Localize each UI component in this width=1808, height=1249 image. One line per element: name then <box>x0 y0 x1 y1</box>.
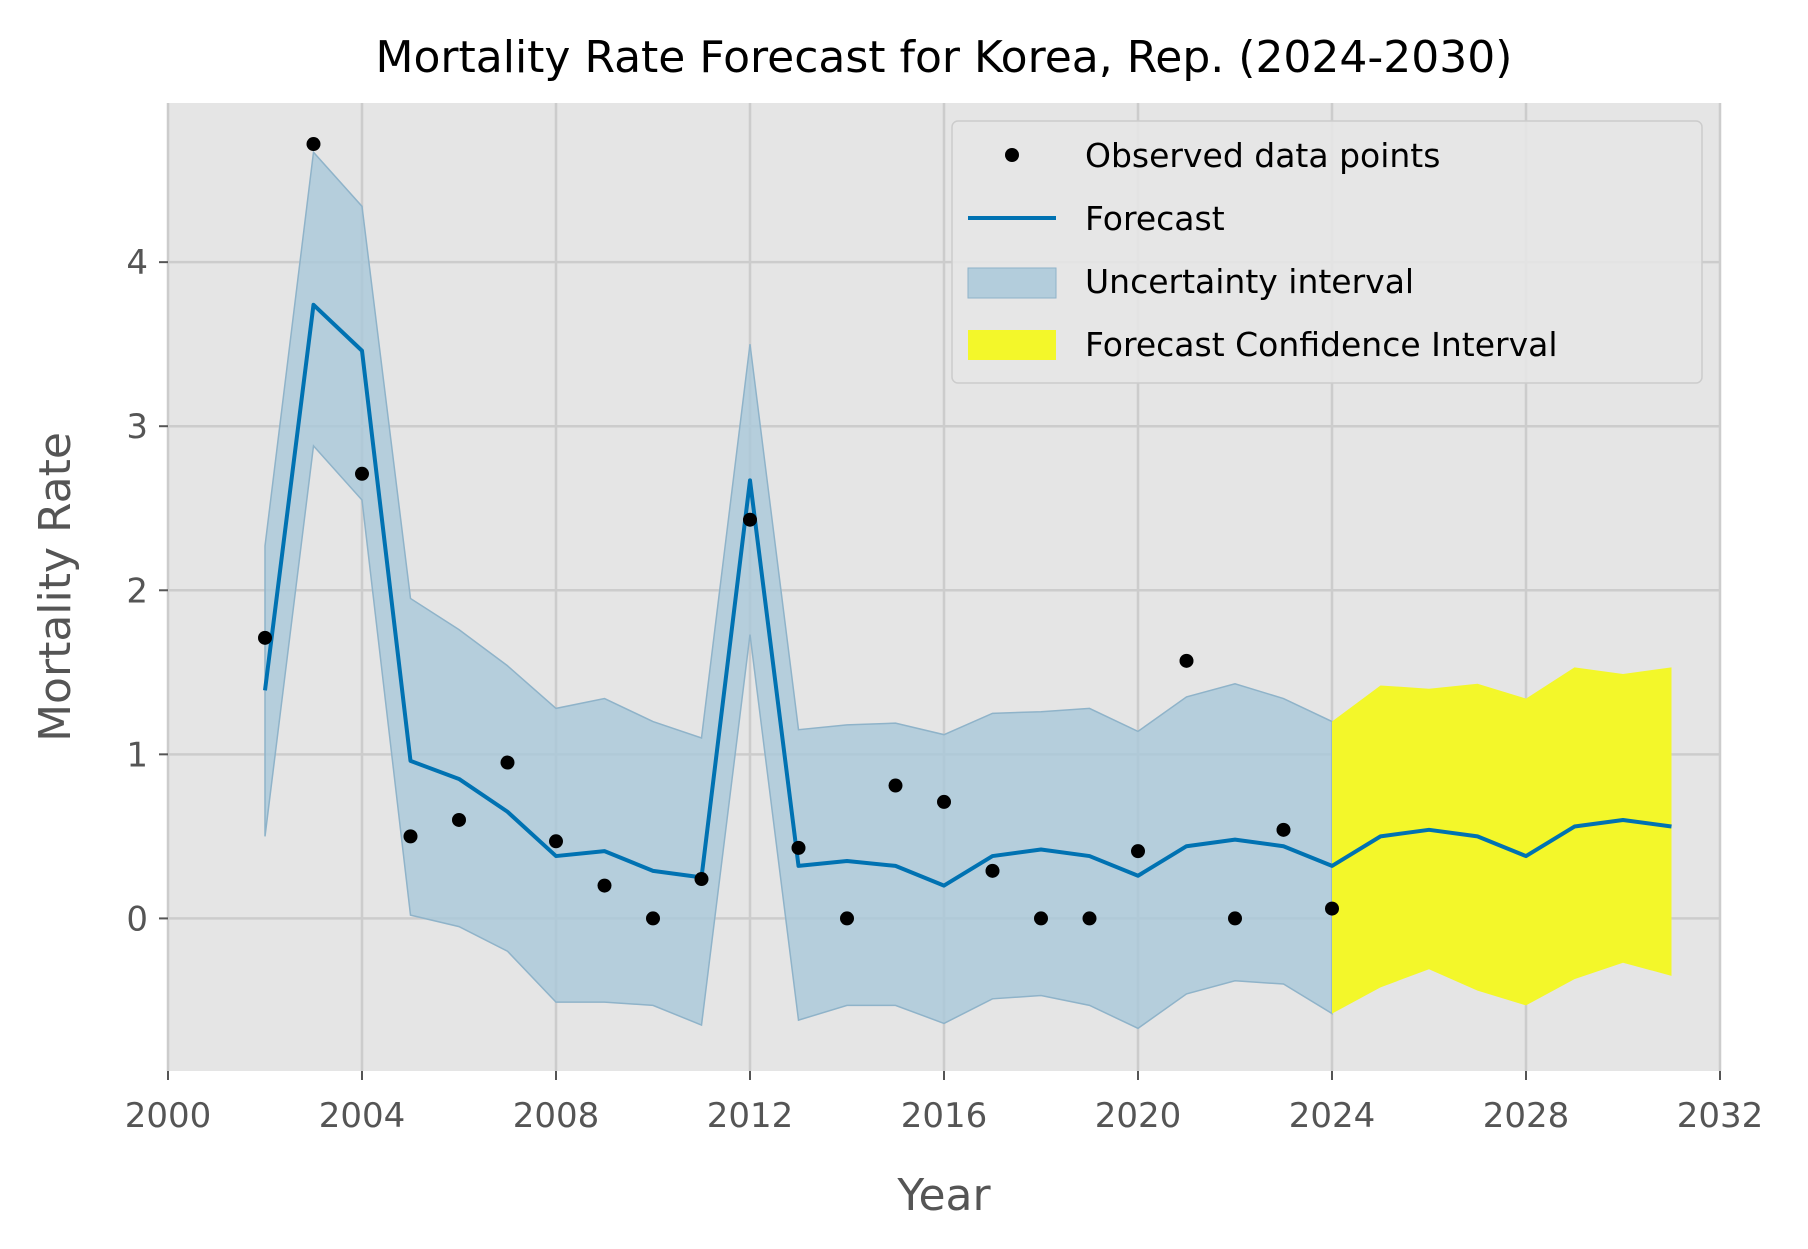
observed-point <box>355 466 369 481</box>
legend-forecast-label: Forecast <box>1085 199 1225 238</box>
uncertainty-band <box>264 150 1333 1030</box>
x-tick-label: 2016 <box>901 1096 988 1136</box>
legend-uncertainty-label: Uncertainty interval <box>1085 262 1414 301</box>
forecast-line <box>263 302 1672 888</box>
x-tick-label: 2028 <box>1483 1096 1570 1136</box>
x-tick-label: 2004 <box>319 1096 406 1136</box>
y-axis-label: Mortality Rate <box>30 432 81 742</box>
legend-observed-label: Observed data points <box>1085 136 1440 175</box>
chart-title: Mortality Rate Forecast for Korea, Rep. … <box>376 32 1513 83</box>
x-tick-label: 2024 <box>1289 1096 1376 1136</box>
observed-point <box>403 829 418 844</box>
legend: Observed data points Forecast Uncertaint… <box>951 120 1703 384</box>
observed-point <box>1034 911 1048 926</box>
observed-point <box>1179 653 1194 668</box>
observed-point <box>840 911 854 926</box>
observed-point <box>549 834 563 849</box>
observed-point <box>743 512 757 527</box>
x-tick-label: 2000 <box>125 1096 212 1136</box>
observed-point <box>646 911 660 926</box>
observed-point <box>937 794 951 809</box>
forecast-line-layer <box>263 302 1672 888</box>
y-tick-label: 4 <box>126 243 148 283</box>
observed-point <box>597 878 612 893</box>
y-tick-label: 1 <box>126 735 148 775</box>
y-tick-label: 3 <box>126 407 148 447</box>
legend-box <box>951 120 1703 384</box>
x-tick-label: 2008 <box>513 1096 600 1136</box>
observed-point <box>306 137 321 152</box>
observed-point <box>1131 844 1145 859</box>
observed-point <box>1228 911 1242 926</box>
x-axis-ticks: 2000 2004 2008 2012 2016 2020 2024 2028 2032 <box>125 1071 1764 1136</box>
x-tick-label: 2020 <box>1095 1096 1182 1136</box>
legend-observed-marker <box>1005 148 1019 162</box>
x-tick-label: 2012 <box>707 1096 794 1136</box>
x-axis-label: Year <box>896 1170 991 1221</box>
x-tick-label: 2032 <box>1677 1096 1764 1136</box>
observed-point <box>500 755 515 770</box>
observed-point <box>888 778 903 793</box>
forecast-confidence-interval-layer <box>1332 667 1672 1014</box>
observed-point <box>1082 911 1097 926</box>
observed-point <box>1325 901 1339 916</box>
observed-point <box>791 840 806 855</box>
y-tick-label: 2 <box>126 571 148 611</box>
observed-points-layer <box>258 137 1339 926</box>
y-tick-label: 0 <box>126 899 148 939</box>
uncertainty-interval-layer <box>264 150 1333 1030</box>
y-axis-ticks: 0 1 2 3 4 <box>126 243 168 939</box>
forecast-ci-band <box>1332 667 1672 1014</box>
observed-point <box>985 863 1000 878</box>
legend-uncertainty-marker <box>967 267 1057 299</box>
observed-point <box>694 872 709 887</box>
observed-point <box>452 812 466 827</box>
legend-forecast-ci-marker <box>968 330 1056 360</box>
observed-point <box>1276 822 1291 837</box>
observed-point <box>258 630 272 645</box>
legend-forecast-ci-label: Forecast Confidence Interval <box>1085 325 1558 364</box>
